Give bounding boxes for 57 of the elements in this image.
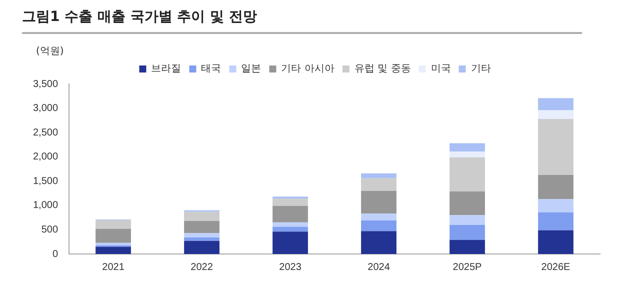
x-tick-label: 2026E: [541, 262, 571, 273]
y-tick-label: 500: [41, 224, 58, 236]
y-tick-label: 0: [52, 248, 58, 260]
bar: [361, 231, 396, 254]
legend-label: 기타 아시아: [281, 64, 334, 75]
bar: [450, 191, 485, 216]
bar: [538, 110, 574, 119]
y-tick-label: 2,500: [32, 127, 58, 138]
bar: [538, 230, 574, 254]
bar: [450, 215, 485, 225]
bar: [96, 242, 131, 246]
bar: [450, 240, 485, 254]
bar: [272, 206, 308, 222]
bar: [538, 199, 574, 212]
y-tick-label: 3,000: [32, 103, 58, 114]
bar: [450, 152, 485, 158]
bar: [272, 232, 308, 254]
x-tick-label: 2025P: [452, 262, 482, 273]
x-tick-label: 2024: [368, 262, 390, 273]
bar: [361, 178, 396, 191]
legend-label: 유럽 및 중동: [354, 64, 411, 75]
bar: [184, 240, 220, 254]
bar: [538, 98, 574, 110]
bar: [361, 220, 396, 232]
x-tick-label: 2021: [102, 262, 125, 273]
y-tick-label: 2,000: [32, 152, 58, 163]
bar: [96, 246, 131, 254]
bar: [538, 174, 574, 200]
bar: [96, 228, 131, 243]
legend-label: 태국: [201, 64, 222, 75]
bar: [184, 212, 220, 221]
bar: [361, 190, 396, 214]
bar: [96, 220, 131, 229]
legend-label: 미국: [430, 64, 451, 75]
y-tick-label: 1,000: [32, 200, 58, 212]
x-tick-label: 2023: [279, 262, 302, 273]
bar: [184, 233, 220, 238]
legend-label: 일본: [241, 64, 262, 75]
bar: [184, 220, 220, 234]
bar: [272, 198, 308, 206]
y-axis-title: (억원): [36, 45, 64, 58]
legend-label: 브라질: [151, 64, 182, 75]
y-tick-label: 3,500: [32, 78, 58, 90]
bar: [184, 237, 220, 241]
bar: [450, 224, 485, 240]
bar: [450, 143, 485, 152]
bar: [272, 226, 308, 232]
bar: [450, 157, 485, 192]
bar: [272, 222, 308, 227]
legend-label: 기타: [470, 64, 491, 75]
bar: [538, 118, 574, 175]
x-tick-label: 2022: [190, 262, 214, 273]
bar: [361, 173, 396, 178]
chart-title: 그림1 수출 매출 국가별 추이 및 전망: [22, 8, 257, 26]
bar: [538, 212, 574, 230]
bar: [361, 214, 396, 220]
y-tick-label: 1,500: [32, 176, 58, 187]
